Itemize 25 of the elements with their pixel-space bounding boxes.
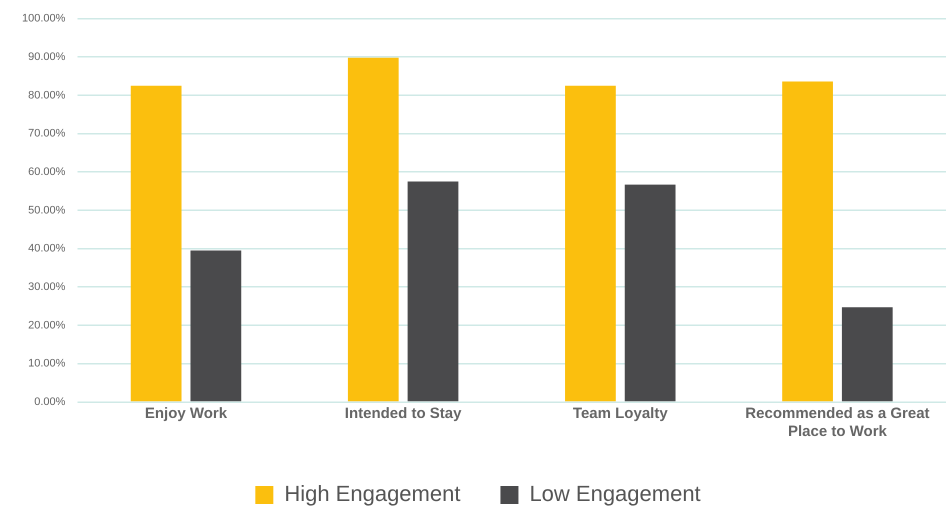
y-tick-label: 100.00% bbox=[22, 12, 66, 25]
x-tick-label: Team Loyalty bbox=[572, 405, 668, 422]
y-tick-label: 80.00% bbox=[28, 89, 66, 102]
x-tick-label: Intended to Stay bbox=[344, 405, 462, 422]
y-tick-label: 40.00% bbox=[28, 242, 66, 255]
bar bbox=[348, 58, 399, 402]
bar bbox=[565, 86, 616, 402]
y-tick-label: 0.00% bbox=[34, 396, 66, 408]
y-tick-label: 20.00% bbox=[28, 319, 66, 332]
y-tick-label: 60.00% bbox=[28, 166, 66, 178]
x-tick-label: Enjoy Work bbox=[144, 405, 228, 422]
bar bbox=[130, 86, 182, 402]
bar bbox=[190, 250, 242, 402]
y-tick-label: 70.00% bbox=[28, 128, 66, 140]
y-tick-label: 10.00% bbox=[28, 358, 66, 370]
y-tick-label: 90.00% bbox=[28, 50, 66, 63]
bar bbox=[842, 307, 893, 402]
bar bbox=[408, 182, 458, 402]
legend-label: High Engagement bbox=[284, 481, 460, 506]
bar bbox=[624, 184, 676, 402]
bar bbox=[782, 81, 833, 402]
y-tick-label: 30.00% bbox=[28, 281, 66, 294]
legend-label: Low Engagement bbox=[529, 481, 701, 506]
y-tick-label: 50.00% bbox=[28, 204, 66, 216]
x-tick-label: Recommended as a Great Place to Work bbox=[745, 405, 930, 440]
